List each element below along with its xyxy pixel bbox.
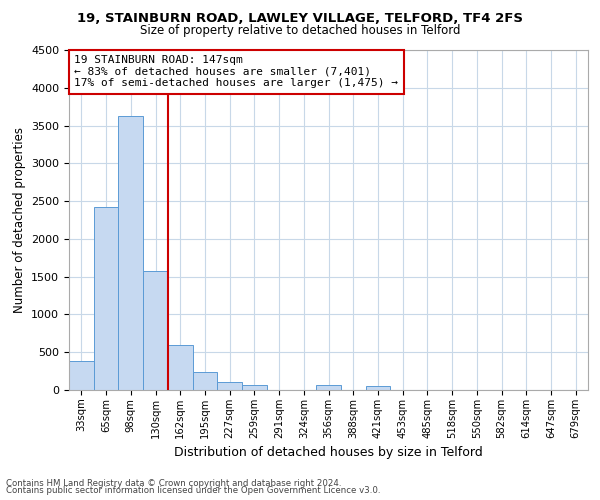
Text: Contains HM Land Registry data © Crown copyright and database right 2024.: Contains HM Land Registry data © Crown c…	[6, 478, 341, 488]
Bar	[242, 386, 267, 390]
Bar	[193, 372, 217, 390]
Bar	[316, 386, 341, 390]
Bar	[217, 382, 242, 390]
Bar	[143, 270, 168, 390]
Text: 19, STAINBURN ROAD, LAWLEY VILLAGE, TELFORD, TF4 2FS: 19, STAINBURN ROAD, LAWLEY VILLAGE, TELF…	[77, 12, 523, 26]
Text: 19 STAINBURN ROAD: 147sqm
← 83% of detached houses are smaller (7,401)
17% of se: 19 STAINBURN ROAD: 147sqm ← 83% of detac…	[74, 55, 398, 88]
Bar	[118, 116, 143, 390]
Text: Contains public sector information licensed under the Open Government Licence v3: Contains public sector information licen…	[6, 486, 380, 495]
X-axis label: Distribution of detached houses by size in Telford: Distribution of detached houses by size …	[174, 446, 483, 460]
Bar	[168, 344, 193, 390]
Bar	[365, 386, 390, 390]
Bar	[69, 360, 94, 390]
Text: Size of property relative to detached houses in Telford: Size of property relative to detached ho…	[140, 24, 460, 37]
Bar	[94, 207, 118, 390]
Y-axis label: Number of detached properties: Number of detached properties	[13, 127, 26, 313]
